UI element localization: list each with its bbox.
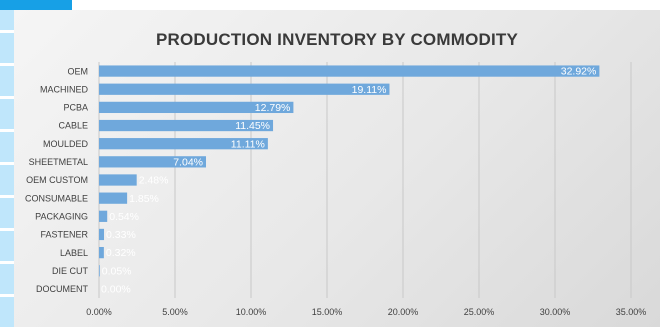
data-label: 0.05% [102,265,132,277]
bars [99,65,600,277]
category-label: FASTENER [40,230,88,240]
bar [99,101,294,114]
category-label: CONSUMABLE [25,193,88,203]
bar [99,65,600,77]
data-label: 11.11% [231,138,265,150]
data-label: 12.79% [255,102,291,114]
category-label: CABLE [58,121,88,131]
x-tick-label: 25.00% [464,307,495,317]
data-label: 1.85% [129,193,159,205]
x-tick-label: 20.00% [388,307,419,317]
bar [99,156,207,168]
bar [99,228,105,241]
data-label: 7.04% [173,156,203,168]
category-label: PACKAGING [35,212,88,222]
data-label: 0.32% [106,247,136,259]
category-label: OEM [67,66,88,76]
chart-title: PRODUCTION INVENTORY BY COMMODITY [155,30,519,49]
x-tick-label: 35.00% [616,307,647,317]
category-label: SHEETMETAL [29,157,88,167]
x-tick-label: 10.00% [236,307,267,317]
category-label: PCBA [63,103,88,113]
bar [99,138,268,150]
left-edge-strip [0,0,14,327]
x-tick-label: 5.00% [162,307,188,317]
category-label: OEM CUSTOM [26,175,88,185]
category-label: LABEL [60,248,88,258]
gridlines [98,62,632,298]
x-tick-label: 30.00% [540,307,571,317]
x-tick-labels: 0.00% 5.00% 10.00% 15.00% 20.00% 25.00% 30.00%… [86,307,646,317]
data-label: 0.00% [101,284,131,296]
bar [99,83,390,95]
bar [99,192,128,204]
bar [99,210,108,222]
bar [99,246,104,259]
data-label: 0.54% [109,211,139,223]
bar [99,174,137,186]
data-label: 11.45% [235,120,270,132]
x-tick-label: 15.00% [312,307,343,317]
data-label: 32.92% [561,66,597,78]
corner-accent [0,0,72,10]
category-label: DIE CUT [52,266,89,276]
data-labels: 32.92% 19.11% 12.79% 11.45% 11.11% 7.04% 2.48%… [101,66,596,296]
data-label: 19.11% [352,84,387,96]
category-label: MOULDED [43,139,89,149]
category-label: MACHINED [40,84,89,94]
category-label: DOCUMENT [36,284,88,294]
data-label: 0.33% [106,229,136,241]
x-tick-label: 0.00% [86,307,112,317]
bar [99,265,100,277]
category-labels: OEM MACHINED PCBA CABLE MOULDED SHEETMETAL OEM… [25,66,89,294]
data-label: 2.48% [139,175,169,187]
bar [99,119,274,132]
chart-panel [14,10,660,327]
